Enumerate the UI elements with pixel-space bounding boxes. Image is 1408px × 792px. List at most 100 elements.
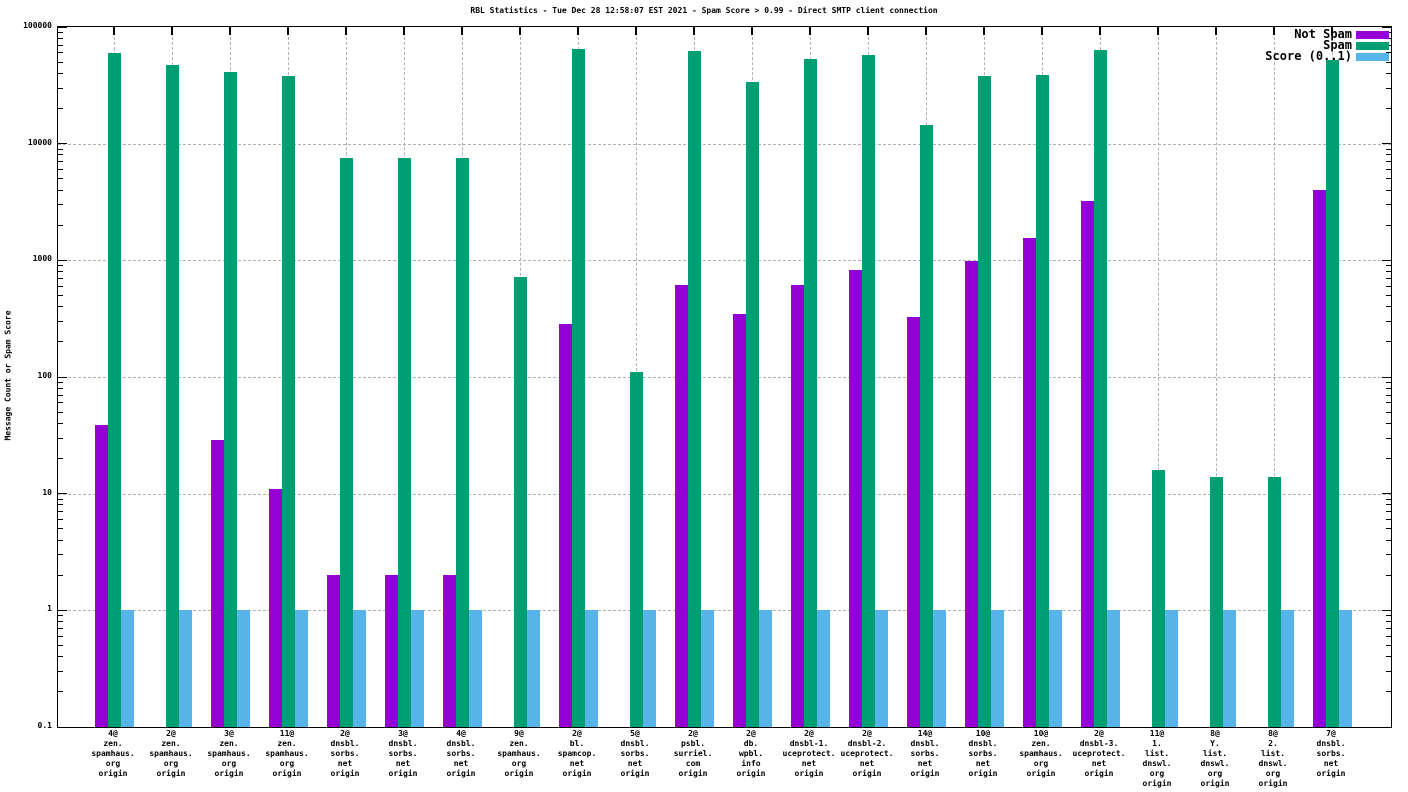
y-axis-minor-tick-right [1386, 627, 1391, 629]
y-axis-minor-tick-right [1386, 285, 1391, 287]
y-axis-minor-tick-right [1386, 621, 1391, 623]
y-axis-minor-tick-left [58, 224, 63, 226]
y-axis-minor-tick-right [1386, 498, 1391, 500]
y-axis-minor-tick-right [1386, 411, 1391, 413]
y-axis-minor-tick-right [1386, 265, 1391, 267]
y-tick-label: 100 [37, 371, 52, 380]
x-axis-tick-top [809, 27, 811, 35]
y-axis-minor-tick-left [58, 44, 63, 46]
x-axis-tick-top [1331, 27, 1333, 35]
bar-spam [224, 72, 237, 727]
y-axis-minor-tick-right [1386, 148, 1391, 150]
y-axis-minor-tick-right [1386, 437, 1391, 439]
x-axis-tick-top [635, 27, 637, 35]
x-category-label: 9@ zen. spamhaus. org origin [497, 729, 541, 778]
bar-not-spam [849, 269, 862, 727]
y-axis-minor-tick-right [1386, 574, 1391, 576]
y-axis-minor-tick-left [58, 504, 63, 506]
bar-spam [862, 54, 875, 727]
y-axis-minor-tick-right [1386, 539, 1391, 541]
y-axis-minor-tick-left [58, 615, 63, 617]
bar-not-spam [211, 439, 224, 727]
bar-spam [1210, 476, 1223, 727]
y-axis-minor-tick-left [58, 539, 63, 541]
y-axis-tick-right [1382, 26, 1391, 28]
bar-score-0-1 [1281, 610, 1294, 727]
y-axis-minor-tick-right [1386, 644, 1391, 646]
x-category-label: 2@ dnsbl-1. uceprotect. net origin [782, 729, 836, 778]
bar-spam [398, 158, 411, 727]
bar-score-0-1 [1339, 610, 1352, 727]
bar-not-spam [965, 261, 978, 727]
y-axis-minor-tick-left [58, 169, 63, 171]
bar-spam [340, 158, 353, 727]
y-axis-tick-right [1382, 726, 1391, 728]
bar-not-spam [1023, 238, 1036, 727]
bar-score-0-1 [1165, 610, 1178, 727]
bar-score-0-1 [1223, 610, 1236, 727]
y-axis-minor-tick-left [58, 621, 63, 623]
y-axis-minor-tick-right [1386, 61, 1391, 63]
x-category-label: 2@ dnsbl-3. uceprotect. net origin [1072, 729, 1126, 778]
bar-score-0-1 [875, 610, 888, 727]
y-axis-minor-tick-left [58, 189, 63, 191]
x-category-label: 11@ 1. list. dnswl. org origin [1142, 729, 1172, 788]
y-axis-tick-left [58, 609, 67, 611]
y-axis-minor-tick-left [58, 285, 63, 287]
bar-spam [1036, 74, 1049, 727]
y-axis-minor-tick-right [1386, 178, 1391, 180]
x-axis-tick-top [577, 27, 579, 35]
x-category-label: 5@ dnsbl. sorbs. net origin [620, 729, 650, 778]
y-axis-minor-tick-right [1386, 87, 1391, 89]
legend-swatch-spam [1356, 42, 1389, 50]
y-axis-minor-tick-left [58, 320, 63, 322]
x-category-label: 2@ db. wpbl. info origin [736, 729, 766, 778]
bar-not-spam [1081, 201, 1094, 727]
y-axis-minor-tick-left [58, 519, 63, 521]
bar-not-spam [733, 313, 746, 727]
gridline-horizontal [58, 377, 1391, 378]
y-axis-minor-tick-right [1386, 656, 1391, 658]
y-axis-minor-tick-left [58, 341, 63, 343]
bar-spam [1094, 50, 1107, 727]
y-axis-minor-tick-left [58, 574, 63, 576]
x-axis-tick-top [983, 27, 985, 35]
y-axis-minor-tick-left [58, 204, 63, 206]
gridline-horizontal [58, 493, 1391, 495]
y-axis-tick-left [58, 493, 67, 495]
y-axis-minor-tick-left [58, 554, 63, 556]
gridline-horizontal [58, 610, 1391, 612]
y-axis-minor-tick-left [58, 402, 63, 404]
y-axis-minor-tick-left [58, 31, 63, 33]
x-category-label: 3@ zen. spamhaus. org origin [207, 729, 251, 778]
y-axis-minor-tick-right [1386, 615, 1391, 617]
bar-spam [1152, 469, 1165, 727]
gridline-horizontal [58, 143, 1391, 145]
y-axis-minor-tick-left [58, 528, 63, 530]
gridline-horizontal [58, 260, 1391, 262]
x-category-label: 10@ zen. spamhaus. org origin [1019, 729, 1063, 778]
y-axis-minor-tick-left [58, 394, 63, 396]
legend-label: Score (0..1) [1265, 49, 1352, 63]
y-axis-minor-tick-left [58, 148, 63, 150]
bar-score-0-1 [121, 610, 134, 727]
x-category-label: 4@ zen. spamhaus. org origin [91, 729, 135, 778]
y-axis-tick-right [1382, 609, 1391, 611]
y-axis-tick-right [1382, 376, 1391, 378]
x-axis-tick-top [403, 27, 405, 35]
y-axis-minor-tick-left [58, 72, 63, 74]
x-axis-tick-top [751, 27, 753, 35]
x-category-label: 10@ dnsbl. sorbs. net origin [968, 729, 998, 778]
y-tick-label: 10 [42, 487, 52, 497]
y-axis-minor-tick-right [1386, 422, 1391, 424]
y-axis-minor-tick-left [58, 87, 63, 89]
bar-score-0-1 [1107, 610, 1120, 727]
x-category-label: 4@ dnsbl. sorbs. net origin [446, 729, 476, 778]
x-category-label: 2@ zen. spamhaus. org origin [149, 729, 193, 778]
y-axis-tick-right [1382, 259, 1391, 261]
y-axis-minor-tick-left [58, 381, 63, 383]
y-axis-minor-tick-right [1386, 189, 1391, 191]
bar-score-0-1 [179, 610, 192, 727]
y-axis-minor-tick-left [58, 178, 63, 180]
